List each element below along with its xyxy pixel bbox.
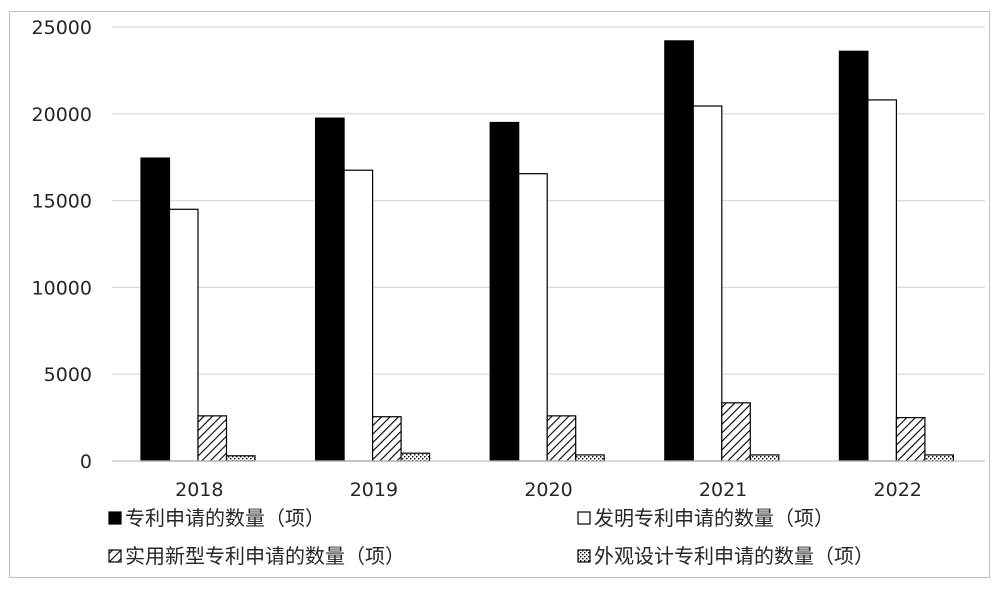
- legend-label: 专利申请的数量（项）: [125, 506, 325, 530]
- bar-2022-series-1: [838, 50, 869, 462]
- x-tick-label: 2021: [699, 479, 747, 501]
- legend: 专利申请的数量（项） 发明专利申请的数量（项） 实用新型专利申请的数量（项） 外观设计…: [108, 506, 874, 568]
- y-tick-label: 10000: [32, 277, 92, 299]
- bar-2022-series-2: [867, 99, 898, 462]
- bar-2018-series-2: [168, 208, 199, 462]
- bar-2019-series-4: [400, 452, 431, 462]
- y-tick-label: 5000: [44, 364, 92, 386]
- bar-2018-series-3: [197, 415, 228, 462]
- legend-swatch: [577, 511, 591, 525]
- x-tick-label: 2022: [874, 479, 922, 501]
- x-tick-label: 2018: [175, 479, 223, 501]
- y-axis: 0 5000 10000 15000 20000 25000: [32, 17, 92, 473]
- legend-swatch: [108, 549, 122, 563]
- y-tick-label: 0: [80, 451, 92, 473]
- legend-swatch: [577, 549, 591, 563]
- bar-2018-series-4: [225, 455, 256, 462]
- bar-2019-series-3: [372, 416, 402, 462]
- y-tick-label: 15000: [32, 191, 92, 213]
- bar-2022-series-4: [924, 454, 955, 462]
- y-tick-label: 25000: [32, 17, 92, 39]
- bar-2022-series-3: [895, 417, 926, 462]
- legend-swatch: [108, 511, 122, 525]
- x-axis: 2018 2019 2020 2021 2022: [112, 460, 985, 501]
- bar-2020-series-3: [546, 415, 577, 462]
- bar-2019-series-1: [315, 117, 345, 462]
- bar-2021-series-4: [749, 454, 780, 462]
- bar-2018-series-1: [140, 157, 171, 462]
- bars: [140, 40, 955, 462]
- bar-2020-series-1: [489, 121, 520, 462]
- bar-2020-series-4: [575, 454, 605, 462]
- x-tick-label: 2019: [350, 479, 398, 501]
- x-tick-label: 2020: [524, 479, 572, 501]
- bar-2021-series-1: [664, 40, 694, 462]
- bar-2020-series-2: [518, 173, 548, 462]
- legend-label: 实用新型专利申请的数量（项）: [125, 544, 405, 568]
- legend-label: 外观设计专利申请的数量（项）: [594, 544, 874, 568]
- bar-2019-series-2: [343, 169, 374, 462]
- legend-label: 发明专利申请的数量（项）: [594, 506, 834, 530]
- bar-2021-series-2: [692, 105, 723, 462]
- bar-2021-series-3: [721, 402, 751, 462]
- y-tick-label: 20000: [32, 104, 92, 126]
